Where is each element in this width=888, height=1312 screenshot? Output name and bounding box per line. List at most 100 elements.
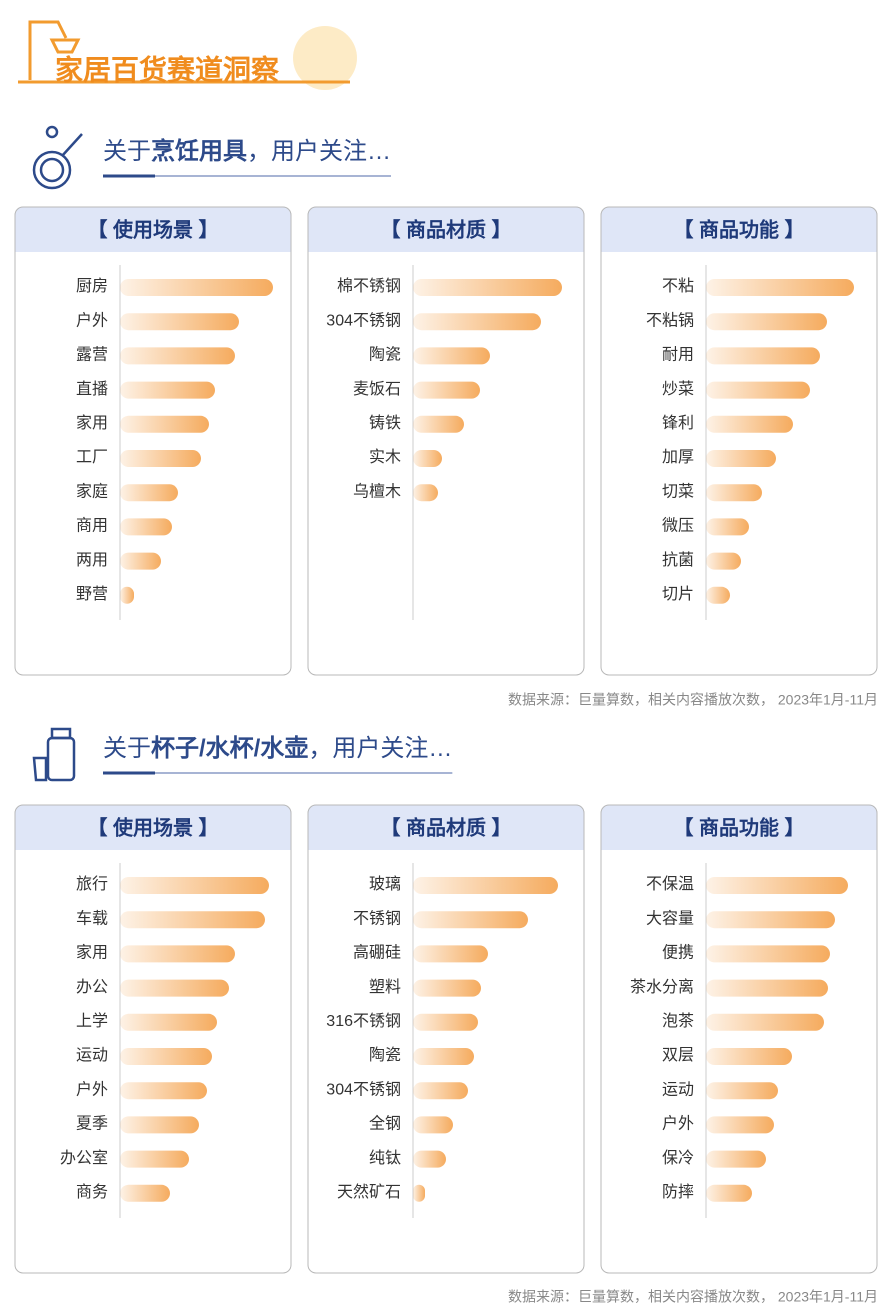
bar [120,347,235,365]
category-label: 铸铁 [369,414,401,432]
bar [706,347,820,365]
panel-title: 【 商品功能 】 [673,217,804,241]
category-label: 防摔 [662,1183,694,1201]
category-label: 棉不锈钢 [337,277,401,295]
section-title-part: 关于 [103,138,151,165]
panel-border [14,206,292,676]
bar [120,979,229,997]
bar [413,1116,453,1134]
bar [706,450,776,467]
bar [413,381,480,399]
bar [706,1116,774,1134]
bar [120,1082,207,1100]
bar [413,945,488,963]
category-label: 直播 [76,380,108,398]
panel [601,207,877,675]
bar [706,1048,792,1065]
source-note: 数据来源：巨量算数，相关内容播放次数， 2023年1月-11月 [508,1289,878,1305]
category-label: 不锈钢 [353,909,401,927]
panel-header [601,207,877,252]
panel-title: 【 商品材质 】 [380,217,511,241]
category-label: 夏季 [76,1115,108,1133]
header-icon [18,20,357,90]
bar [120,313,239,331]
panel-header [601,805,877,850]
category-label: 塑料 [369,978,401,996]
bar [120,1013,217,1031]
bar [120,586,134,604]
category-label: 野营 [76,585,108,603]
bar [120,552,161,570]
category-label: 户外 [76,1080,108,1098]
bar [120,1150,189,1168]
category-label: 大容量 [646,909,694,927]
bar [120,911,265,929]
category-label: 不保温 [646,875,694,893]
bar [413,1082,468,1100]
category-label: 加厚 [662,448,694,466]
bar [413,279,562,296]
category-label: 纯钛 [369,1149,401,1167]
panel [15,805,291,1273]
category-label: 不粘 [662,277,694,295]
category-label: 商务 [76,1183,108,1201]
panel [601,805,877,1273]
section-title-part: 杯子/水杯/水壶 [151,734,308,762]
category-label: 实木 [369,448,401,466]
category-label: 泡茶 [662,1012,694,1030]
bar [120,450,201,467]
bar [706,484,762,502]
bar [413,347,490,365]
bar [706,979,828,997]
bar [120,877,269,894]
section-title-part: 关于 [103,735,151,762]
bar [706,415,793,433]
category-label: 运动 [662,1080,694,1098]
category-label: 316不锈钢 [326,1012,401,1030]
bar [413,1013,478,1031]
bar [120,945,235,963]
category-label: 工厂 [76,449,108,466]
category-label: 两用 [76,552,108,569]
section-title-part: ，用户关注… [247,138,391,165]
category-label: 微压 [662,517,694,535]
bar [413,415,464,433]
category-label: 便携 [662,944,694,962]
category-label: 全钢 [369,1115,401,1133]
panel-header [15,805,291,850]
bar [706,877,848,894]
bar [413,1048,474,1065]
category-label: 304不锈钢 [326,1080,401,1098]
panel-border [307,206,585,676]
bar [120,279,273,296]
bar [120,484,178,502]
bar [120,1184,170,1202]
category-label: 办公室 [60,1149,108,1167]
category-label: 陶瓷 [369,1046,401,1064]
section-title-part: ，用户关注… [308,735,452,762]
section-title-part: 烹饪用具 [151,137,247,165]
category-label: 双层 [662,1047,694,1064]
bar [413,979,481,997]
bar [706,911,835,929]
bar [706,279,854,296]
panel-title: 【 商品材质 】 [380,815,511,839]
bar [706,313,827,331]
category-label: 天然矿石 [337,1183,401,1201]
category-label: 抗菌 [662,551,694,569]
section-title: 关于烹饪用具，用户关注… [103,137,391,165]
bar [706,381,810,399]
category-label: 高硼硅 [353,944,401,962]
category-label: 304不锈钢 [326,311,401,329]
section-title: 关于杯子/水杯/水壶，用户关注… [103,734,452,762]
category-label: 茶水分离 [630,978,694,996]
category-label: 厨房 [76,277,108,295]
category-label: 户外 [76,311,108,329]
category-label: 家用 [76,944,108,962]
panel [308,805,584,1273]
category-label: 炒菜 [662,380,694,398]
bar [706,1150,766,1168]
bar [120,415,209,433]
bar [413,484,438,502]
